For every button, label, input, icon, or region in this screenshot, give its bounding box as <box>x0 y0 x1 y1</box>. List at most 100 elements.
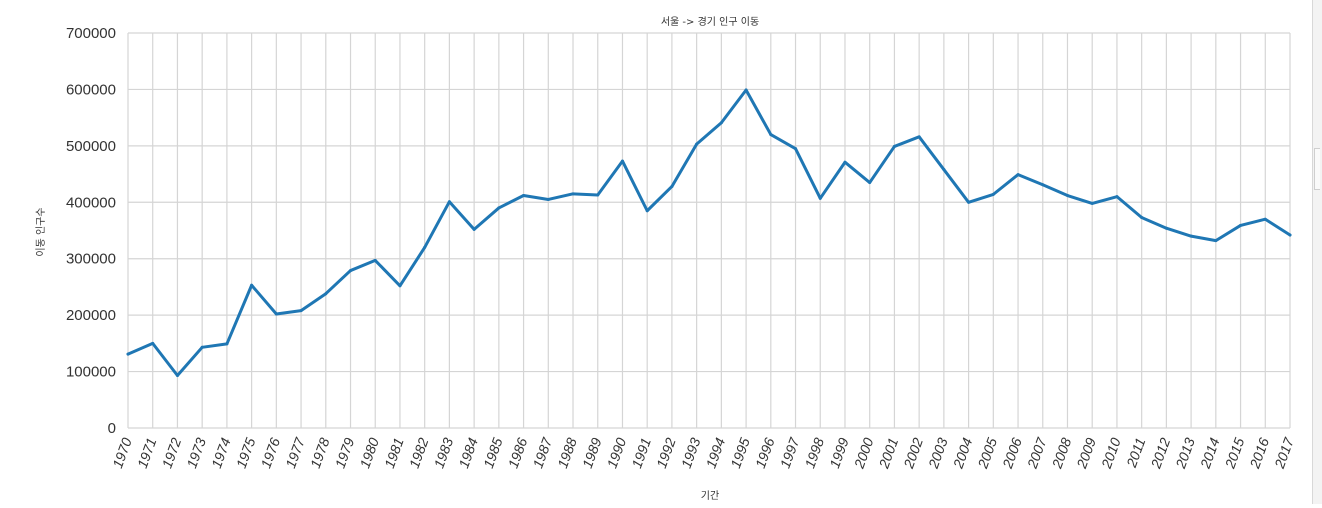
x-tick-label: 2015 <box>1221 435 1247 471</box>
x-tick-label: 2008 <box>1048 435 1074 471</box>
x-tick-label: 1974 <box>208 435 234 470</box>
x-tick-label: 1971 <box>134 436 160 471</box>
data-point <box>398 284 402 288</box>
data-point <box>942 168 946 172</box>
x-tick-label: 1975 <box>233 435 259 470</box>
data-point <box>744 88 748 92</box>
x-tick-label: 2006 <box>999 435 1025 471</box>
panel-tab[interactable] <box>1314 148 1320 190</box>
y-tick-label: 0 <box>108 420 116 437</box>
data-point <box>126 352 130 356</box>
data-point <box>522 194 526 198</box>
data-point <box>250 283 254 287</box>
data-point <box>349 269 353 273</box>
x-tick-label: 1993 <box>678 435 704 470</box>
x-tick-label: 2004 <box>949 435 975 471</box>
data-point <box>200 345 204 349</box>
x-tick-label: 1990 <box>604 435 630 470</box>
data-point <box>670 184 674 188</box>
data-point <box>991 192 995 196</box>
x-tick-label: 1986 <box>505 435 531 470</box>
x-tick-label: 1976 <box>257 435 283 470</box>
data-point <box>274 312 278 316</box>
x-tick-label: 1987 <box>529 434 555 470</box>
x-tick-label: 1998 <box>801 435 827 470</box>
chart-title: 서울 -> 경기 인구 이동 <box>661 15 759 28</box>
x-tick-label: 2011 <box>1123 436 1149 471</box>
data-point <box>546 197 550 201</box>
data-point <box>818 196 822 200</box>
y-tick-label: 200000 <box>66 307 116 324</box>
x-tick-label: 1970 <box>109 435 135 470</box>
data-point <box>967 200 971 204</box>
data-point <box>596 193 600 197</box>
y-axis-label: 이동 인구수 <box>35 207 47 256</box>
data-point <box>892 144 896 148</box>
series-line <box>126 88 1292 378</box>
data-point <box>447 200 451 204</box>
x-tick-label: 1991 <box>628 436 654 471</box>
data-point <box>794 147 798 151</box>
data-point <box>620 159 624 163</box>
data-point <box>1090 201 1094 205</box>
x-tick-label: 2013 <box>1172 435 1198 471</box>
data-point <box>1263 217 1267 221</box>
x-tick-label: 1985 <box>480 435 506 470</box>
data-point <box>373 258 377 262</box>
x-tick-label: 1982 <box>406 435 432 470</box>
data-point <box>571 192 575 196</box>
data-point <box>175 374 179 378</box>
y-tick-label: 500000 <box>66 138 116 155</box>
grid <box>127 32 1291 429</box>
x-tick-label: 1978 <box>307 435 333 470</box>
data-point <box>225 342 229 346</box>
data-point <box>843 160 847 164</box>
data-point <box>719 121 723 125</box>
x-tick-label: 2012 <box>1147 435 1173 471</box>
x-tick-label: 1989 <box>579 435 605 470</box>
data-point <box>151 341 155 345</box>
x-tick-label: 1981 <box>381 436 407 471</box>
x-tick-label: 1997 <box>777 434 803 470</box>
x-tick-label: 2000 <box>850 435 876 471</box>
x-tick-label: 1988 <box>554 435 580 470</box>
data-point <box>645 209 649 213</box>
y-tick-label: 400000 <box>66 194 116 211</box>
x-tick-label: 1973 <box>183 435 209 470</box>
x-tick-label: 1996 <box>752 435 778 470</box>
x-tick-label: 1999 <box>826 435 852 470</box>
x-tick-label: 1972 <box>159 435 185 470</box>
data-point <box>497 206 501 210</box>
x-axis-label: 기간 <box>701 490 719 502</box>
data-point <box>324 292 328 296</box>
data-point <box>1041 183 1045 187</box>
data-point <box>695 142 699 146</box>
x-tick-label: 2002 <box>900 435 926 471</box>
y-tick-label: 600000 <box>66 81 116 98</box>
x-tick-label: 2005 <box>974 435 1000 471</box>
x-tick-label: 2007 <box>1024 434 1050 471</box>
data-point <box>299 309 303 313</box>
data-point <box>917 135 921 139</box>
data-point <box>1239 223 1243 227</box>
x-tick-label: 1979 <box>332 435 358 470</box>
x-tick-label: 2003 <box>925 435 951 471</box>
data-point <box>1016 173 1020 177</box>
data-point <box>423 245 427 249</box>
scrollbar-track[interactable] <box>1312 0 1322 504</box>
y-tick-label: 100000 <box>66 364 116 381</box>
data-point <box>1288 233 1292 237</box>
x-tick-label: 2016 <box>1246 435 1272 471</box>
data-point <box>472 227 476 231</box>
y-tick-label: 700000 <box>66 25 116 42</box>
x-tick-label: 1994 <box>702 435 728 470</box>
x-tick-label: 2014 <box>1197 435 1223 471</box>
data-point <box>868 181 872 185</box>
x-axis-ticks: 1970 1971 1972 1973 1974 1975 1976 1977 1978 1979… <box>109 434 1297 471</box>
x-tick-label: 1992 <box>653 435 679 470</box>
x-tick-label: 2009 <box>1073 435 1099 471</box>
data-point <box>1140 216 1144 220</box>
data-point <box>1164 226 1168 230</box>
